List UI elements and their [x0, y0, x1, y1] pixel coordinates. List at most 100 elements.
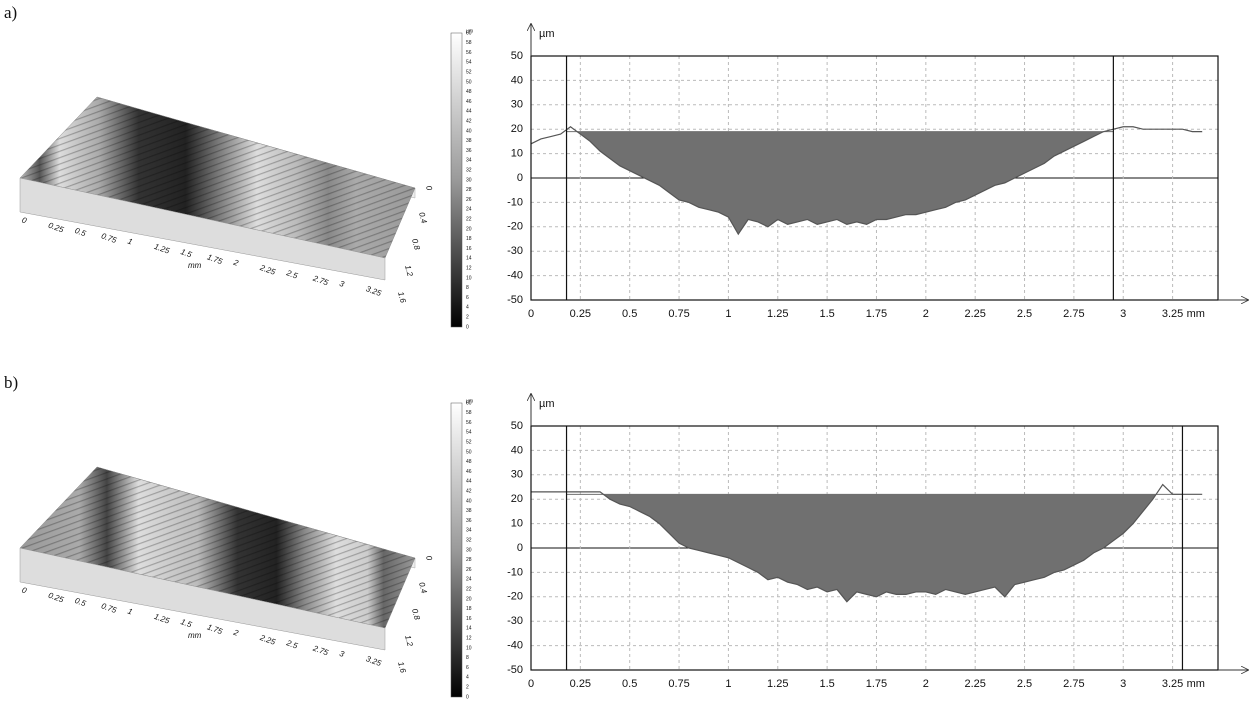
x-tick-label: 1.25	[767, 308, 788, 320]
y-axis-label: µm	[539, 398, 555, 410]
colorbar-tick-label: 46	[466, 469, 472, 475]
y-tick-label: 30	[511, 469, 523, 481]
x-axis-label: mm	[1187, 678, 1205, 690]
fill-area	[566, 494, 1183, 602]
surface-y-tick-label: 0.8	[410, 238, 422, 252]
x-tick-label: 1	[725, 678, 731, 690]
colorbar-tick-label: 32	[466, 538, 472, 544]
x-tick-label: 1.5	[819, 678, 834, 690]
surface-x-label: mm	[188, 631, 202, 640]
y-tick-label: -50	[507, 294, 523, 306]
x-tick-label: 0.25	[570, 678, 591, 690]
colorbar-tick-label: 42	[466, 489, 472, 495]
y-tick-label: 0	[517, 542, 523, 554]
panel-label: b)	[4, 373, 18, 392]
y-tick-label: -20	[507, 591, 523, 603]
x-tick-label: 0	[528, 678, 534, 690]
surface-x-tick-label: 2.5	[284, 638, 299, 651]
colorbar-tick-label: 16	[466, 616, 472, 622]
colorbar-tick-label: 38	[466, 138, 472, 144]
colorbar-tick-label: 56	[466, 420, 472, 426]
y-tick-label: -50	[507, 664, 523, 676]
profile-line	[531, 483, 1203, 603]
surface-y-tick-label: 1.6	[396, 661, 408, 675]
y-tick-label: 20	[511, 123, 523, 135]
colorbar-tick-label: 14	[466, 626, 472, 632]
surface-y-tick-label: 1.2	[403, 264, 415, 278]
surface-x-tick-label: 1.25	[153, 612, 171, 626]
y-tick-label: 10	[511, 148, 523, 160]
y-tick-label: 50	[511, 50, 523, 62]
surface-x-tick-label: 0.5	[74, 596, 88, 608]
y-tick-label: 40	[511, 74, 523, 86]
colorbar-tick-label: 18	[466, 236, 472, 242]
x-axis-label: mm	[1187, 308, 1205, 320]
colorbar-tick-label: 60	[466, 30, 472, 36]
x-tick-label: 2.5	[1017, 308, 1032, 320]
colorbar-tick-label: 54	[466, 60, 472, 66]
surface-x-tick-label: 1.75	[206, 252, 224, 266]
x-tick-label: 0.75	[668, 678, 689, 690]
x-tick-label: 2.25	[964, 308, 985, 320]
colorbar-tick-label: 50	[466, 79, 472, 85]
colorbar-tick-label: 24	[466, 577, 472, 583]
y-tick-label: -10	[507, 196, 523, 208]
x-tick-label: 0	[528, 308, 534, 320]
y-tick-label: 40	[511, 444, 523, 456]
surface-x-tick-label: 3	[338, 649, 346, 659]
surface-x-tick-label: 0	[21, 585, 29, 595]
surface-x-tick-label: 0.5	[74, 226, 88, 238]
colorbar-tick-label: 58	[466, 410, 472, 416]
surface-x-tick-label: 0	[21, 215, 29, 225]
surface-y-tick-label: 0	[424, 555, 434, 562]
x-tick-label: 2.25	[964, 678, 985, 690]
surface-y-tick-label: 0	[424, 185, 434, 192]
surface-y-tick-label: 1.2	[403, 634, 415, 648]
surface-x-tick-label: 2.5	[284, 268, 299, 281]
colorbar-tick-label: 48	[466, 89, 472, 95]
colorbar-tick-label: 6	[466, 295, 469, 301]
x-tick-label: 0.25	[570, 308, 591, 320]
colorbar-tick-label: 34	[466, 158, 472, 164]
colorbar-tick-label: 26	[466, 197, 472, 203]
colorbar-tick-label: 52	[466, 70, 472, 76]
colorbar-tick-label: 42	[466, 119, 472, 125]
y-tick-label: 10	[511, 518, 523, 530]
y-tick-label: -40	[507, 270, 523, 282]
colorbar-tick-label: 10	[466, 645, 472, 651]
colorbar-tick-label: 6	[466, 665, 469, 671]
surface-x-tick-label: 0.75	[100, 231, 118, 245]
colorbar-tick-label: 36	[466, 148, 472, 154]
colorbar-tick-label: 4	[466, 305, 469, 311]
surface-x-tick-label: 1.5	[179, 617, 193, 629]
surface-y-tick-label: 0.4	[417, 211, 429, 225]
x-tick-label: 3.25	[1162, 678, 1183, 690]
colorbar-tick-label: 56	[466, 50, 472, 56]
colorbar-label: µm	[466, 28, 473, 34]
surface-x-tick-label: 1.25	[153, 242, 171, 256]
y-tick-label: -30	[507, 615, 523, 627]
surface-x-tick-label: 0.75	[100, 601, 118, 615]
surface-x-tick-label: 1.5	[179, 247, 193, 259]
colorbar-tick-label: 14	[466, 256, 472, 262]
colorbar-tick-label: 34	[466, 528, 472, 534]
colorbar-tick-label: 58	[466, 40, 472, 46]
surface-x-tick-label: 2.25	[258, 263, 277, 277]
colorbar-tick-label: 8	[466, 655, 469, 661]
surface-x-tick-label: 2.75	[311, 643, 330, 657]
surface-x-tick-label: 2.75	[311, 273, 330, 287]
surface-front	[19, 177, 386, 281]
surface-texture	[20, 97, 415, 258]
colorbar-tick-label: 22	[466, 217, 472, 223]
surface-x-tick-label: 3.25	[365, 284, 383, 298]
plot-frame	[530, 425, 1219, 671]
y-tick-label: -10	[507, 566, 523, 578]
surface-x-tick-label: 0.25	[47, 591, 65, 605]
colorbar-tick-label: 16	[466, 246, 472, 252]
surface-x-tick-label: 1.75	[206, 622, 224, 636]
colorbar-tick-label: 44	[466, 109, 472, 115]
colorbar-tick-label: 40	[466, 498, 472, 504]
x-tick-label: 1.75	[866, 678, 887, 690]
x-tick-label: 2.75	[1063, 308, 1084, 320]
colorbar-tick-label: 26	[466, 567, 472, 573]
